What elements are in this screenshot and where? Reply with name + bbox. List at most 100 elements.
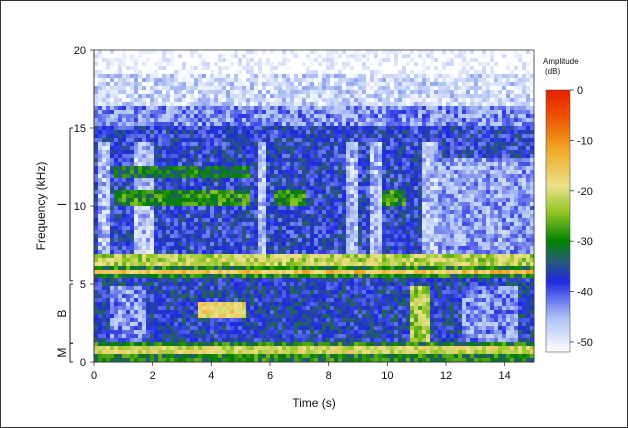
spectrogram-cell xyxy=(246,286,251,291)
spectrogram-cell xyxy=(186,114,191,119)
spectrogram-cell xyxy=(158,134,163,139)
spectrogram-cell xyxy=(166,298,171,303)
spectrogram-cell xyxy=(214,330,219,335)
spectrogram-cell xyxy=(150,198,155,203)
spectrogram-cell xyxy=(190,270,195,275)
spectrogram-cell xyxy=(146,294,151,299)
spectrogram-cell xyxy=(150,270,155,275)
spectrogram-cell xyxy=(306,198,311,203)
spectrogram-cell xyxy=(174,350,179,355)
spectrogram-cell xyxy=(214,90,219,95)
spectrogram-cell xyxy=(254,310,259,315)
spectrogram-cell xyxy=(294,346,299,351)
spectrogram-cell xyxy=(198,230,203,235)
spectrogram-cell xyxy=(306,182,311,187)
spectrogram-cell xyxy=(234,298,239,303)
spectrogram-cell xyxy=(338,330,343,335)
spectrogram-cell xyxy=(270,270,275,275)
spectrogram-cell xyxy=(346,258,351,263)
spectrogram-cell xyxy=(274,130,279,135)
spectrogram-cell xyxy=(222,258,227,263)
spectrogram-cell xyxy=(206,118,211,123)
spectrogram-cell xyxy=(242,170,247,175)
spectrogram-cell xyxy=(290,110,295,115)
spectrogram-cell xyxy=(270,214,275,219)
spectrogram-cell xyxy=(250,246,255,251)
spectrogram-cell xyxy=(150,158,155,163)
spectrogram-cell xyxy=(106,262,111,267)
spectrogram-cell xyxy=(130,190,135,195)
spectrogram-cell xyxy=(94,182,99,187)
spectrogram-cell xyxy=(310,74,315,79)
spectrogram-cell xyxy=(330,282,335,287)
spectrogram-cell xyxy=(206,170,211,175)
spectrogram-cell xyxy=(170,66,175,71)
spectrogram-cell xyxy=(182,238,187,243)
spectrogram-cell xyxy=(98,66,103,71)
spectrogram-cell xyxy=(154,274,159,279)
spectrogram-cell xyxy=(294,278,299,283)
spectrogram-cell xyxy=(170,110,175,115)
spectrogram-cell xyxy=(158,70,163,75)
spectrogram-cell xyxy=(222,162,227,167)
spectrogram-cell xyxy=(266,122,271,127)
spectrogram-cell xyxy=(142,70,147,75)
spectrogram-cell xyxy=(118,310,123,315)
spectrogram-cell xyxy=(178,158,183,163)
spectrogram-cell xyxy=(270,266,275,271)
spectrogram-cell xyxy=(254,222,259,227)
spectrogram-cell xyxy=(170,358,175,363)
spectrogram-cell xyxy=(330,190,335,195)
spectrogram-cell xyxy=(126,178,131,183)
spectrogram-cell xyxy=(258,98,263,103)
spectrogram-cell xyxy=(182,114,187,119)
spectrogram-cell xyxy=(278,86,283,91)
spectrogram-cell xyxy=(290,62,295,67)
spectrogram-cell xyxy=(310,98,315,103)
spectrogram-cell xyxy=(146,166,151,171)
spectrogram-cell xyxy=(198,146,203,151)
spectrogram-cell xyxy=(114,246,119,251)
spectrogram-cell xyxy=(170,130,175,135)
spectrogram-cell xyxy=(346,286,351,291)
spectrogram-cell xyxy=(210,162,215,167)
spectrogram-cell xyxy=(250,174,255,179)
spectrogram-cell xyxy=(138,150,143,155)
spectrogram-cell xyxy=(294,58,299,63)
spectrogram-cell xyxy=(334,210,339,215)
spectrogram-cell xyxy=(346,242,351,247)
spectrogram-cell xyxy=(294,158,299,163)
spectrogram-cell xyxy=(282,198,287,203)
spectrogram-cell xyxy=(194,182,199,187)
spectrogram-cell xyxy=(230,350,235,355)
spectrogram-cell xyxy=(158,342,163,347)
spectrogram-cell xyxy=(290,146,295,151)
spectrogram-cell xyxy=(262,258,267,263)
spectrogram-cell xyxy=(102,86,107,91)
spectrogram-cell xyxy=(278,170,283,175)
spectrogram-cell xyxy=(254,62,259,67)
spectrogram-cell xyxy=(118,242,123,247)
spectrogram-cell xyxy=(114,210,119,215)
spectrogram-cell xyxy=(166,74,171,79)
spectrogram-cell xyxy=(202,190,207,195)
spectrogram-cell xyxy=(274,214,279,219)
spectrogram-cell xyxy=(158,78,163,83)
spectrogram-cell xyxy=(202,78,207,83)
spectrogram-cell xyxy=(230,218,235,223)
spectrogram-cell xyxy=(274,298,279,303)
spectrogram-cell xyxy=(230,330,235,335)
spectrogram-cell xyxy=(234,314,239,319)
spectrogram-cell xyxy=(270,118,275,123)
spectrogram-cell xyxy=(346,246,351,251)
spectrogram-cell xyxy=(270,258,275,263)
spectrogram-cell xyxy=(98,326,103,331)
spectrogram-cell xyxy=(330,174,335,179)
spectrogram-cell xyxy=(230,130,235,135)
spectrogram-cell xyxy=(194,266,199,271)
spectrogram-cell xyxy=(254,174,259,179)
spectrogram-cell xyxy=(202,226,207,231)
spectrogram-cell xyxy=(218,298,223,303)
spectrogram-cell xyxy=(282,262,287,267)
spectrogram-cell xyxy=(330,230,335,235)
